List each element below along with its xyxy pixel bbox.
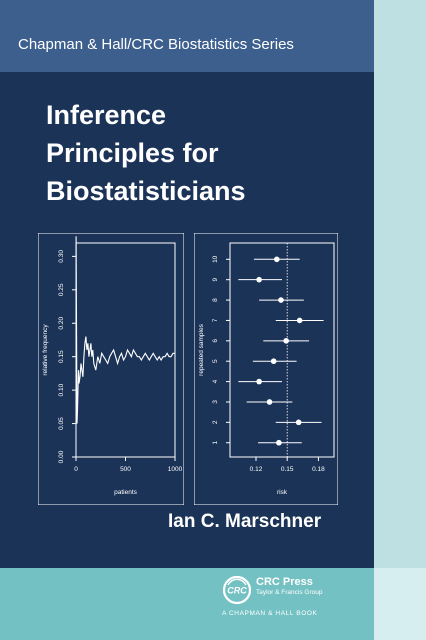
y-tick-label: 9 <box>212 277 219 281</box>
repeated-samples-plot: 1 2 3 4 5 6 7 8 9 10 0.12 0.15 0.18 risk repeated samp… <box>194 233 338 505</box>
y-tick-label: 10 <box>212 255 219 263</box>
x-tick-label: 0.18 <box>312 466 325 473</box>
y-tick-label: 0.15 <box>58 350 65 363</box>
estimate-point <box>296 317 303 324</box>
y-tick-label: 5 <box>212 359 219 363</box>
x-axis-label: patients <box>114 489 138 496</box>
y-tick-label: 0.30 <box>58 250 65 263</box>
y-tick-label: 4 <box>212 379 219 383</box>
y-tick-label: 8 <box>212 298 219 302</box>
publisher-book-label: A CHAPMAN & HALL BOOK <box>222 610 318 617</box>
x-axis-label: risk <box>277 489 288 496</box>
estimate-point <box>256 378 262 385</box>
estimate-point <box>276 439 282 446</box>
x-tick-label: 0.15 <box>281 466 294 473</box>
y-tick-label: 6 <box>212 339 219 343</box>
estimate-point <box>256 276 262 283</box>
repeated-samples-chart: 1 2 3 4 5 6 7 8 9 10 0.12 0.15 0.18 risk repeated samp… <box>194 233 338 505</box>
relative-frequency-chart: 0.00 0.05 0.10 0.15 0.20 0.25 0.30 0 500 1000 pati… <box>38 233 184 505</box>
estimate-point <box>278 297 284 303</box>
y-tick-label: 3 <box>212 400 219 404</box>
publisher-group: Taylor & Francis Group <box>256 589 323 596</box>
x-tick-label: 1000 <box>168 466 183 473</box>
crc-press-logo: CRC <box>222 575 252 605</box>
y-tick-label: 1 <box>212 441 219 445</box>
series-title: Chapman & Hall/CRC Biostatistics Series <box>18 36 294 53</box>
plot-background <box>38 233 184 505</box>
author-name: Ian C. Marschner <box>168 511 322 532</box>
book-title-line: Principles for <box>46 138 219 168</box>
y-tick-label: 7 <box>212 318 219 322</box>
book-title-line: Inference <box>46 100 167 130</box>
y-tick-label: 0.20 <box>58 317 65 330</box>
book-title: Inference Principles for Biostatistician… <box>46 96 246 210</box>
spine-bottom-band <box>374 568 426 640</box>
plot-background <box>194 233 338 505</box>
publisher-name: CRC Press <box>256 576 313 588</box>
book-spine <box>374 0 426 640</box>
y-tick-label: 0.25 <box>58 283 65 296</box>
y-axis-label: relative frequency <box>42 324 49 376</box>
x-tick-label: 0.12 <box>250 466 263 473</box>
series-line <box>75 236 175 424</box>
relative-frequency-plot: 0.00 0.05 0.10 0.15 0.20 0.25 0.30 0 500 1000 pati… <box>38 233 184 505</box>
y-tick-label: 0.05 <box>58 417 65 430</box>
y-tick-label: 2 <box>212 420 219 424</box>
y-tick-label: 0.00 <box>58 450 65 463</box>
estimate-point <box>295 419 302 426</box>
estimate-point <box>270 358 277 365</box>
crc-logo-text: CRC <box>227 586 247 596</box>
plot-frame <box>229 242 335 458</box>
x-tick-label: 0 <box>74 466 78 473</box>
estimate-point <box>274 256 280 263</box>
publisher-band <box>0 568 374 640</box>
x-tick-label: 500 <box>120 466 131 473</box>
book-title-line: Biostatisticians <box>46 176 246 206</box>
series-band: Chapman & Hall/CRC Biostatistics Series <box>0 0 374 72</box>
estimate-point <box>283 338 289 344</box>
y-tick-label: 0.10 <box>58 383 65 396</box>
publisher-block: CRC Press Taylor & Francis Group A CHAPM… <box>222 576 323 617</box>
estimate-point <box>266 399 273 405</box>
y-axis-label: repeated samples <box>198 323 205 375</box>
